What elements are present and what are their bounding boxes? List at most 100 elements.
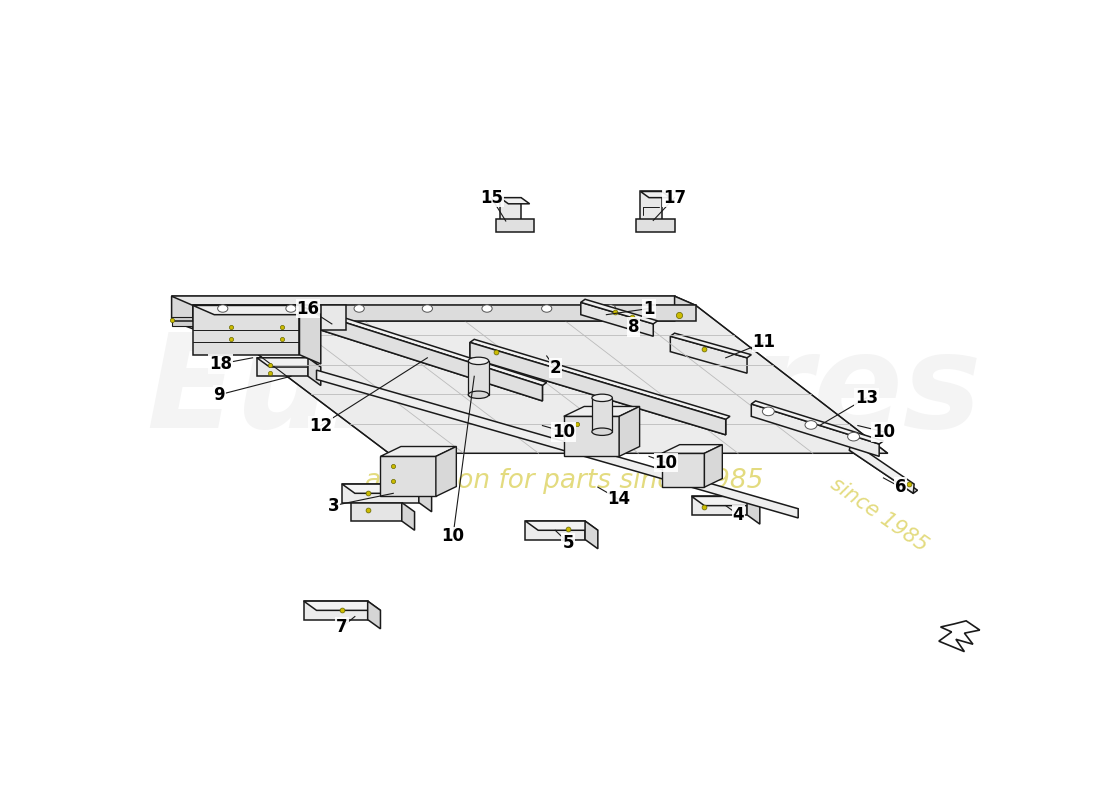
Polygon shape bbox=[849, 441, 914, 494]
Text: 5: 5 bbox=[562, 534, 574, 552]
Polygon shape bbox=[257, 336, 278, 352]
Polygon shape bbox=[351, 502, 402, 521]
Circle shape bbox=[848, 432, 859, 441]
Circle shape bbox=[541, 305, 552, 312]
Circle shape bbox=[422, 305, 432, 312]
Polygon shape bbox=[670, 336, 747, 373]
Polygon shape bbox=[257, 358, 321, 367]
Polygon shape bbox=[526, 521, 585, 539]
Polygon shape bbox=[563, 416, 619, 456]
Polygon shape bbox=[436, 446, 456, 496]
Polygon shape bbox=[692, 496, 760, 506]
Polygon shape bbox=[938, 621, 980, 652]
Text: 7: 7 bbox=[337, 618, 348, 636]
Ellipse shape bbox=[592, 428, 613, 435]
Text: 13: 13 bbox=[855, 389, 878, 407]
Polygon shape bbox=[304, 601, 381, 610]
Text: since 1985: since 1985 bbox=[827, 474, 932, 556]
Text: 17: 17 bbox=[663, 189, 686, 206]
Text: 14: 14 bbox=[607, 490, 630, 509]
Polygon shape bbox=[381, 456, 436, 496]
Text: 2: 2 bbox=[549, 359, 561, 378]
Polygon shape bbox=[192, 306, 888, 454]
Polygon shape bbox=[581, 299, 658, 324]
Text: 18: 18 bbox=[209, 355, 232, 373]
Text: 12: 12 bbox=[309, 417, 332, 434]
Polygon shape bbox=[172, 296, 696, 306]
Polygon shape bbox=[469, 361, 488, 394]
Polygon shape bbox=[257, 358, 308, 376]
Polygon shape bbox=[235, 327, 257, 352]
Polygon shape bbox=[470, 342, 726, 435]
Polygon shape bbox=[704, 445, 723, 487]
Polygon shape bbox=[640, 191, 670, 198]
Text: 15: 15 bbox=[480, 189, 503, 206]
Polygon shape bbox=[585, 521, 598, 549]
Text: a passion for parts since 1985: a passion for parts since 1985 bbox=[364, 468, 763, 494]
Polygon shape bbox=[747, 496, 760, 524]
Polygon shape bbox=[381, 446, 456, 456]
Polygon shape bbox=[499, 198, 521, 222]
Text: 8: 8 bbox=[628, 318, 639, 336]
Polygon shape bbox=[636, 219, 674, 231]
Polygon shape bbox=[670, 333, 751, 358]
Text: 11: 11 bbox=[752, 334, 776, 351]
Text: 6: 6 bbox=[894, 478, 906, 496]
Polygon shape bbox=[367, 601, 381, 629]
Polygon shape bbox=[640, 191, 662, 222]
Ellipse shape bbox=[469, 357, 488, 365]
Circle shape bbox=[354, 305, 364, 312]
Polygon shape bbox=[342, 484, 419, 502]
Ellipse shape bbox=[469, 391, 488, 398]
Polygon shape bbox=[674, 296, 696, 329]
Circle shape bbox=[286, 305, 296, 312]
Polygon shape bbox=[172, 296, 674, 321]
Polygon shape bbox=[192, 306, 696, 321]
Circle shape bbox=[762, 407, 774, 416]
Text: 16: 16 bbox=[297, 299, 319, 318]
Polygon shape bbox=[304, 601, 367, 619]
Polygon shape bbox=[419, 484, 431, 512]
Ellipse shape bbox=[592, 394, 613, 402]
Polygon shape bbox=[192, 306, 299, 354]
Text: 10: 10 bbox=[441, 527, 464, 546]
Text: 3: 3 bbox=[328, 497, 340, 514]
Text: 9: 9 bbox=[213, 386, 226, 404]
Text: 4: 4 bbox=[733, 506, 745, 524]
Polygon shape bbox=[192, 306, 321, 314]
Text: 10: 10 bbox=[552, 422, 575, 441]
Polygon shape bbox=[172, 296, 192, 329]
Circle shape bbox=[805, 421, 817, 430]
Text: 10: 10 bbox=[654, 454, 678, 471]
Polygon shape bbox=[495, 219, 534, 231]
Circle shape bbox=[482, 305, 492, 312]
Polygon shape bbox=[317, 370, 799, 518]
Polygon shape bbox=[470, 342, 726, 435]
Polygon shape bbox=[321, 314, 542, 401]
Polygon shape bbox=[308, 358, 321, 386]
Polygon shape bbox=[172, 317, 201, 326]
Polygon shape bbox=[499, 198, 530, 204]
Polygon shape bbox=[751, 404, 879, 456]
Polygon shape bbox=[321, 306, 346, 330]
Polygon shape bbox=[402, 502, 415, 530]
Polygon shape bbox=[321, 311, 547, 386]
Polygon shape bbox=[342, 484, 431, 494]
Polygon shape bbox=[470, 339, 730, 419]
Circle shape bbox=[218, 305, 228, 312]
Polygon shape bbox=[692, 496, 747, 515]
Polygon shape bbox=[563, 406, 639, 416]
Polygon shape bbox=[257, 314, 283, 330]
Circle shape bbox=[605, 305, 616, 312]
Polygon shape bbox=[751, 401, 883, 444]
Polygon shape bbox=[849, 447, 917, 494]
Polygon shape bbox=[581, 302, 653, 336]
Polygon shape bbox=[299, 306, 321, 364]
Text: 10: 10 bbox=[872, 422, 895, 441]
Polygon shape bbox=[662, 445, 723, 454]
Polygon shape bbox=[592, 398, 613, 432]
Polygon shape bbox=[321, 314, 542, 401]
Polygon shape bbox=[526, 521, 598, 530]
Polygon shape bbox=[662, 454, 704, 487]
Text: Eurospares: Eurospares bbox=[146, 328, 981, 455]
